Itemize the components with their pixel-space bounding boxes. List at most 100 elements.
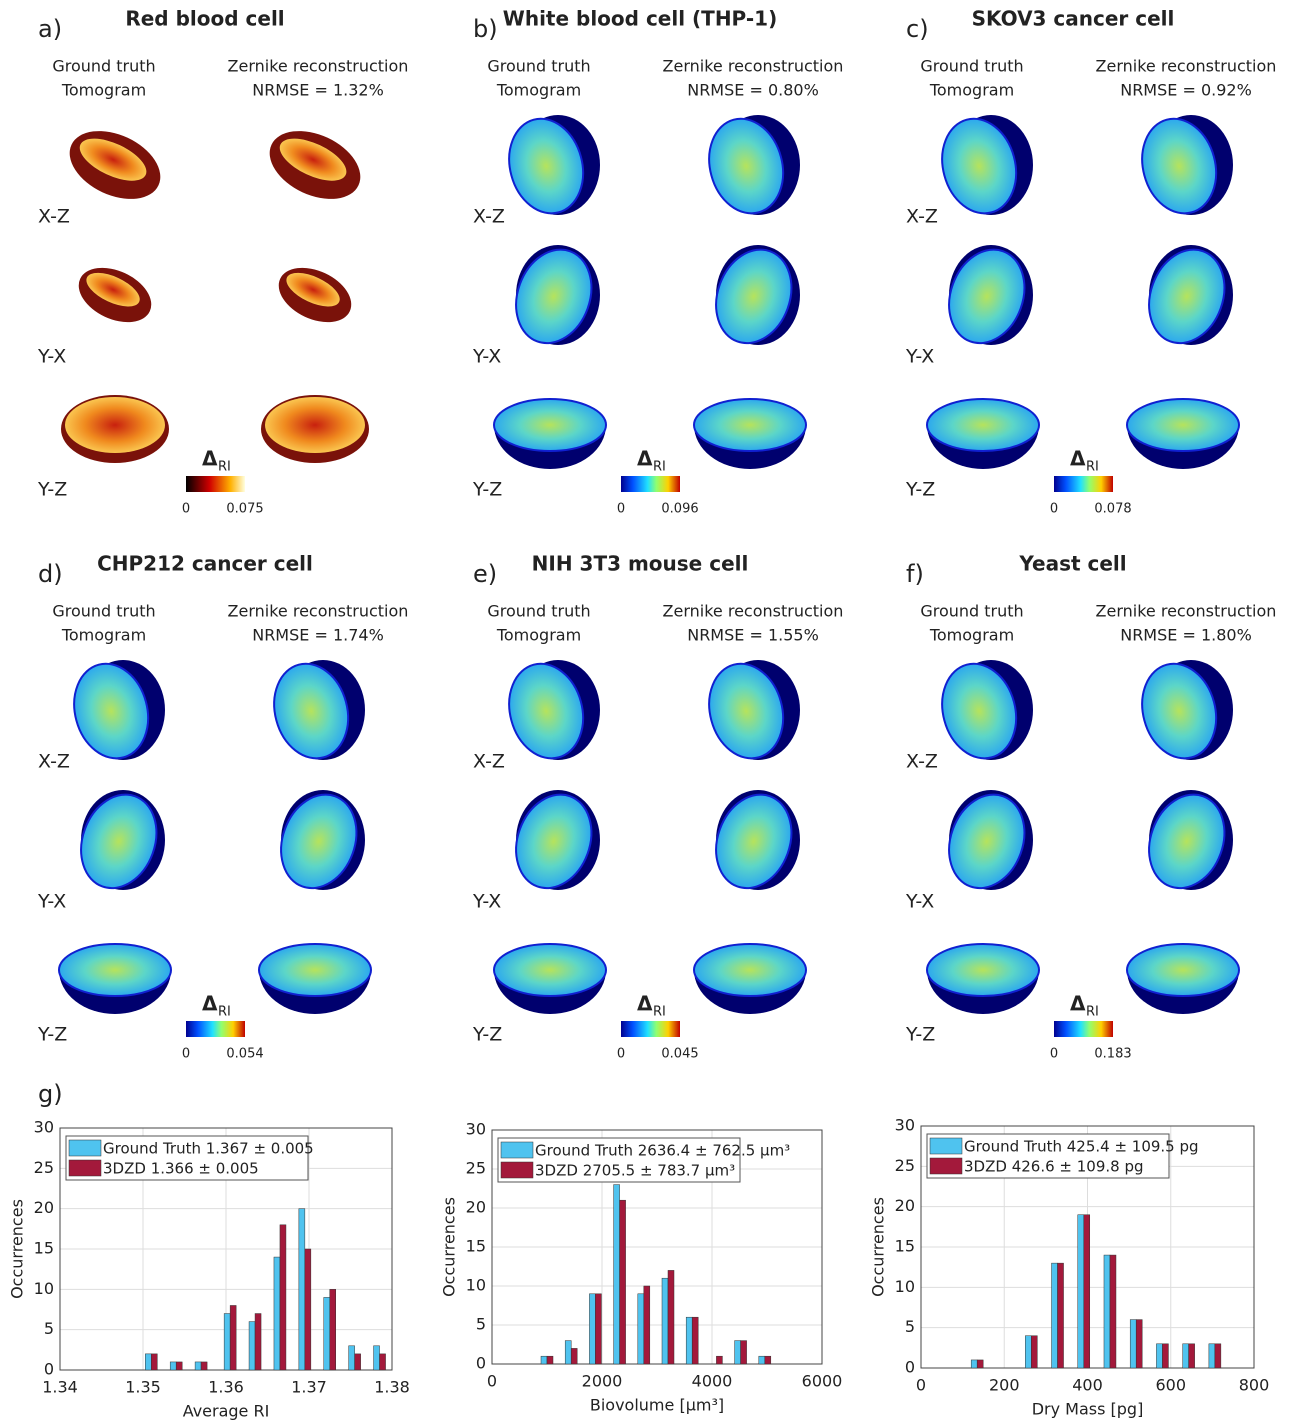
legend-swatch xyxy=(930,1138,962,1154)
y-tick-label: 10 xyxy=(895,1277,915,1296)
legend-swatch xyxy=(501,1162,533,1178)
column-header: Zernike reconstruction xyxy=(1096,602,1277,621)
bar xyxy=(195,1362,201,1370)
colorbar-symbol: Δ xyxy=(1070,447,1086,471)
colorbar xyxy=(1054,1021,1113,1037)
colorbar-min: 0 xyxy=(1050,1047,1058,1062)
bar xyxy=(765,1356,771,1364)
bar xyxy=(374,1346,380,1370)
colorbar-subscript: RI xyxy=(218,460,231,475)
view-label: X-Z xyxy=(38,751,70,773)
colorbar-min: 0 xyxy=(182,1047,190,1062)
colorbar-min: 0 xyxy=(617,1047,625,1062)
panel-title: White blood cell (THP-1) xyxy=(503,7,777,31)
cell-face xyxy=(1137,239,1237,354)
bar xyxy=(330,1289,336,1370)
colorbar-subscript: RI xyxy=(653,460,666,475)
panel-letter: e) xyxy=(473,560,497,588)
column-header: Zernike reconstruction xyxy=(1096,57,1277,76)
cell-face xyxy=(694,944,806,996)
cell-face xyxy=(69,784,169,899)
colorbar xyxy=(1054,476,1113,492)
column-header: Zernike reconstruction xyxy=(663,602,844,621)
bar xyxy=(741,1341,747,1364)
y-tick-label: 25 xyxy=(34,1158,54,1177)
panel-title: CHP212 cancer cell xyxy=(97,552,313,576)
bar xyxy=(1183,1344,1189,1368)
x-tick-label: 2000 xyxy=(582,1372,623,1391)
colorbar-subscript: RI xyxy=(1086,460,1099,475)
colorbar-symbol: Δ xyxy=(202,992,218,1016)
cell-face xyxy=(259,944,371,996)
bar xyxy=(614,1185,620,1364)
x-tick-label: 1.35 xyxy=(125,1378,161,1397)
x-axis-label: Biovolume [µm³] xyxy=(590,1396,724,1415)
cell-face xyxy=(694,399,806,451)
bar xyxy=(668,1270,674,1364)
column-header: NRMSE = 0.80% xyxy=(687,81,819,100)
colorbar-min: 0 xyxy=(617,502,625,517)
column-header: Ground truth xyxy=(920,602,1023,621)
view-label: X-Z xyxy=(906,751,938,773)
colorbar-max: 0.096 xyxy=(661,502,698,517)
panel-letter: b) xyxy=(473,15,498,43)
y-tick-label: 25 xyxy=(466,1159,486,1178)
x-tick-label: 800 xyxy=(1239,1376,1270,1395)
bar xyxy=(280,1225,286,1370)
view-label: Y-X xyxy=(905,891,934,913)
view-label: X-Z xyxy=(473,206,505,228)
bar xyxy=(380,1354,386,1370)
bar xyxy=(1025,1336,1031,1368)
column-header: Tomogram xyxy=(929,626,1014,645)
view-label: Y-X xyxy=(37,346,66,368)
panel-title: SKOV3 cancer cell xyxy=(972,7,1175,31)
x-axis-label: Average RI xyxy=(183,1402,270,1421)
figure: a) Red blood cell Ground truth Zernike reco… xyxy=(0,0,1292,1425)
panel-title: Yeast cell xyxy=(1018,552,1126,576)
view-label: Y-X xyxy=(472,891,501,913)
colorbar xyxy=(621,476,680,492)
bar xyxy=(201,1362,207,1370)
cell-face xyxy=(927,399,1039,451)
x-tick-label: 4000 xyxy=(692,1372,733,1391)
bar xyxy=(620,1200,626,1364)
panel-letter: a) xyxy=(38,15,62,43)
view-label: Y-Z xyxy=(37,1024,67,1046)
column-header: Tomogram xyxy=(496,626,581,645)
cell-face xyxy=(1127,399,1239,451)
bar xyxy=(1136,1320,1142,1368)
y-tick-label: 5 xyxy=(905,1317,915,1336)
bar xyxy=(1209,1344,1215,1368)
y-tick-label: 15 xyxy=(34,1239,54,1258)
bar xyxy=(355,1354,361,1370)
y-tick-label: 20 xyxy=(895,1196,915,1215)
y-tick-label: 30 xyxy=(466,1120,486,1139)
x-axis-label: Dry Mass [pg] xyxy=(1032,1400,1144,1419)
bar xyxy=(255,1314,261,1370)
x-tick-label: 6000 xyxy=(802,1372,843,1391)
column-header: Ground truth xyxy=(920,57,1023,76)
view-label: X-Z xyxy=(906,206,938,228)
panel-letter: d) xyxy=(38,560,63,588)
cell-face xyxy=(59,944,171,996)
y-tick-label: 0 xyxy=(44,1360,54,1379)
bar xyxy=(230,1305,236,1370)
y-tick-label: 10 xyxy=(466,1276,486,1295)
view-label: Y-X xyxy=(905,346,934,368)
x-tick-label: 1.37 xyxy=(291,1378,327,1397)
legend-label: 3DZD 426.6 ± 109.8 pg xyxy=(964,1158,1144,1176)
panel-title: Red blood cell xyxy=(125,7,284,31)
x-tick-label: 1.34 xyxy=(42,1378,78,1397)
y-tick-label: 0 xyxy=(476,1354,486,1373)
bar xyxy=(1084,1215,1090,1368)
cell-face xyxy=(504,784,604,899)
y-axis-label: Occurrences xyxy=(869,1197,888,1297)
colorbar-subscript: RI xyxy=(1086,1005,1099,1020)
legend-swatch xyxy=(501,1142,533,1158)
colorbar xyxy=(186,476,245,492)
bar xyxy=(305,1249,311,1370)
y-tick-label: 5 xyxy=(44,1319,54,1338)
view-label: Y-X xyxy=(472,346,501,368)
bar xyxy=(1130,1320,1136,1368)
column-header: Tomogram xyxy=(61,81,146,100)
